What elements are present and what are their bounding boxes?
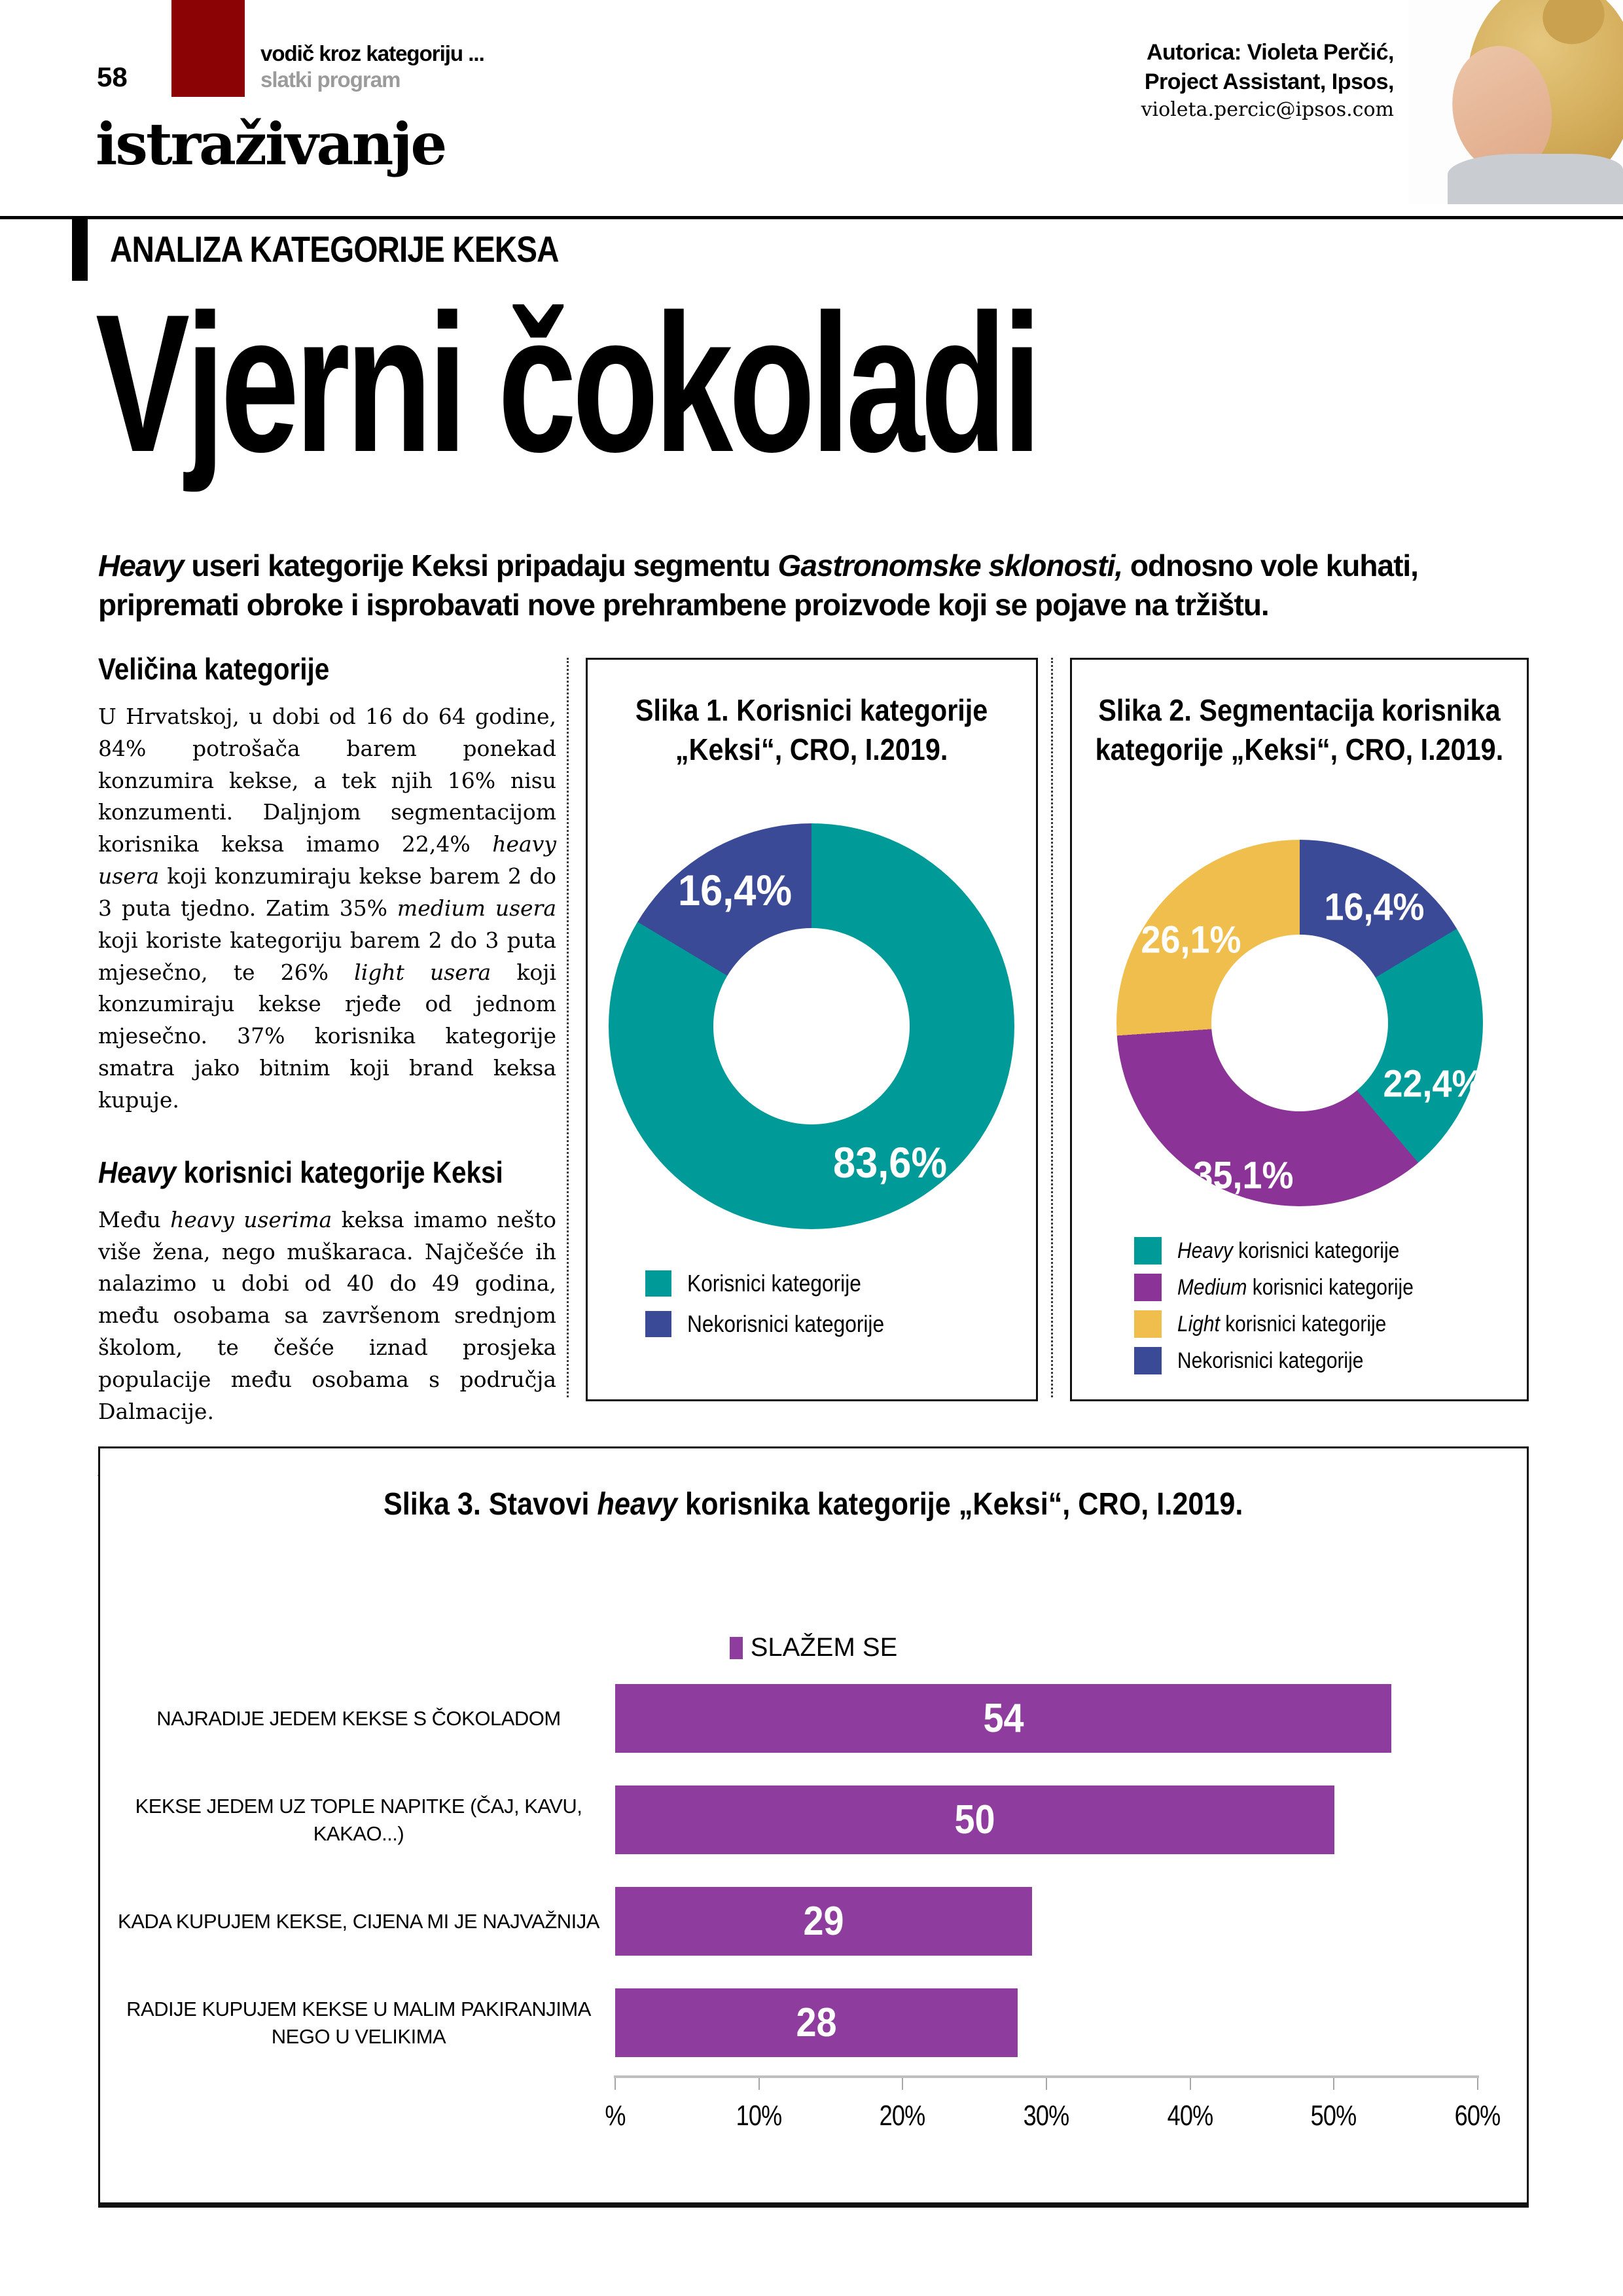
author-name: Autorica: Violeta Perčić, [1146,40,1395,65]
slice-label-medium: 35,1% [1193,1154,1294,1197]
lead-paragraph: Heavy useri kategorije Keksi pripadaju s… [98,548,1419,622]
kicker: vodič kroz kategoriju ... slatki program [260,41,485,92]
bar: 28 [615,1988,1018,2057]
legend-item: Light korisnici kategorije [1134,1310,1446,1338]
axis-tick-label: 10% [736,2100,783,2132]
slice-label-nonusers: 16,4% [677,866,793,914]
figure-2-legend: Heavy korisnici kategorije Medium korisn… [1134,1237,1446,1384]
axis-tick-label: 30% [1024,2100,1070,2132]
bar-row: KADA KUPUJEM KEKSE, CIJENA MI JE NAJVAŽN… [100,1887,1527,1956]
bar-value-label: 29 [803,1899,844,1944]
legend-item: Nekorisnici kategorije [1134,1347,1446,1374]
bar-row: RADIJE KUPUJEM KEKSE U MALIM PAKIRANJIMA… [100,1988,1527,2057]
legend-swatch-blue [645,1311,671,1337]
bar-category-label: KEKSE JEDEM UZ TOPLE NAPITKE (ČAJ, KAVU,… [135,1794,582,1845]
column-divider-dotted [567,658,569,1397]
author-email[interactable]: violeta.percic@ipsos.com [1141,98,1394,121]
page-number: 58 [97,62,128,92]
axis-tick [758,2078,760,2090]
rubric-title: ANALIZA KATEGORIJE KEKSA [110,228,560,270]
slice-label-light: 26,1% [1141,918,1241,961]
axis-tick [1477,2078,1478,2090]
bar-category-label: RADIJE KUPUJEM KEKSE U MALIM PAKIRANJIMA… [126,1997,591,2048]
legend-swatch-blue [1134,1347,1162,1374]
figure-3-title: Slika 3. Stavovi heavy korisnika kategor… [383,1487,1243,1522]
page-title: Vjerni čokoladi [96,273,1042,493]
axis-tick-label: 60% [1455,2100,1501,2132]
kicker-line2: slatki program [260,67,401,92]
figure-3-legend: SLAŽEM SE [100,1633,1527,1662]
axis-tick [1333,2078,1334,2090]
donut-hole [713,928,910,1124]
subhead-category-size: Veličina kategorije [98,652,330,686]
legend-swatch-yellow [1134,1310,1162,1338]
slice-label-users: 83,6% [832,1138,948,1187]
figure-1-box: Slika 1. Korisnici kategorije „Keksi“, CR… [586,658,1038,1401]
donut-hole [1211,935,1388,1111]
figure-1-title: Slika 1. Korisnici kategorije „Keksi“, CR… [635,693,988,766]
header-rule [0,216,1623,219]
x-axis-line [614,2075,1479,2078]
legend-item: Heavy korisnici kategorije [1134,1237,1446,1265]
legend-swatch-teal [1134,1237,1162,1265]
red-accent-bar [171,0,245,97]
article-column: Veličina kategorije U Hrvatskoj, u dobi … [98,651,556,1516]
bar-category-label: KADA KUPUJEM KEKSE, CIJENA MI JE NAJVAŽN… [118,1909,599,1933]
figure-3-box: Slika 3. Stavovi heavy korisnika kategor… [98,1446,1529,2208]
legend-swatch-purple [1134,1274,1162,1301]
slice-label-heavy: 22,4% [1383,1062,1484,1105]
photo-shirt-shape [1448,154,1623,204]
axis-tick [615,2078,616,2090]
bar-value-label: 54 [983,1696,1024,1741]
bar-row: KEKSE JEDEM UZ TOPLE NAPITKE (ČAJ, KAVU,… [100,1785,1527,1854]
axis-tick-label: 50% [1311,2100,1357,2132]
bar-row: NAJRADIJE JEDEM KEKSE S ČOKOLADOM 54 [100,1684,1527,1753]
figure-1-donut-chart [609,823,1014,1229]
paragraph-2: Među heavy userima keksa imamo nešto viš… [98,1206,556,1424]
subhead-heavy-users: Heavy korisnici kategorije Keksi [98,1155,503,1189]
paragraph-1: U Hrvatskoj, u dobi od 16 do 64 godine, … [98,704,557,1113]
column-divider-dotted [1051,658,1053,1397]
section-title: istraživanje [96,110,447,178]
legend-swatch-teal [645,1270,671,1297]
axis-tick [902,2078,903,2090]
author-photo [1408,0,1623,204]
author-role: Project Assistant, Ipsos, [1144,69,1395,94]
legend-swatch-purple [729,1636,743,1659]
axis-tick [1046,2078,1047,2090]
figure-1-legend: Korisnici kategorije Nekorisnici kategor… [645,1270,911,1351]
rubric-bar [72,218,88,281]
bar-value-label: 28 [796,2000,837,2045]
legend-label: SLAŽEM SE [750,1633,898,1662]
axis-tick-label: % [605,2100,626,2132]
slice-label-nonusers: 16,4% [1324,886,1425,929]
figure-2-title: Slika 2. Segmentacija korisnika kategorij… [1095,693,1504,766]
author-block: Autorica: Violeta Perčić, Project Assist… [785,38,1395,122]
figure-2-donut-chart [1116,840,1483,1206]
figure-2-box: Slika 2. Segmentacija korisnika kategorij… [1070,658,1529,1401]
legend-item: Korisnici kategorije [645,1270,911,1297]
axis-tick-label: 20% [880,2100,926,2132]
bar: 29 [615,1887,1033,1956]
bar: 50 [615,1785,1334,1854]
bar: 54 [615,1684,1392,1753]
bar-category-label: NAJRADIJE JEDEM KEKSE S ČOKOLADOM [156,1706,561,1730]
bar-value-label: 50 [954,1797,995,1842]
kicker-line1: vodič kroz kategoriju ... [260,41,485,65]
legend-item: Medium korisnici kategorije [1134,1274,1446,1301]
axis-tick [1190,2078,1191,2090]
axis-tick-label: 40% [1168,2100,1214,2132]
legend-item: Nekorisnici kategorije [645,1310,911,1338]
